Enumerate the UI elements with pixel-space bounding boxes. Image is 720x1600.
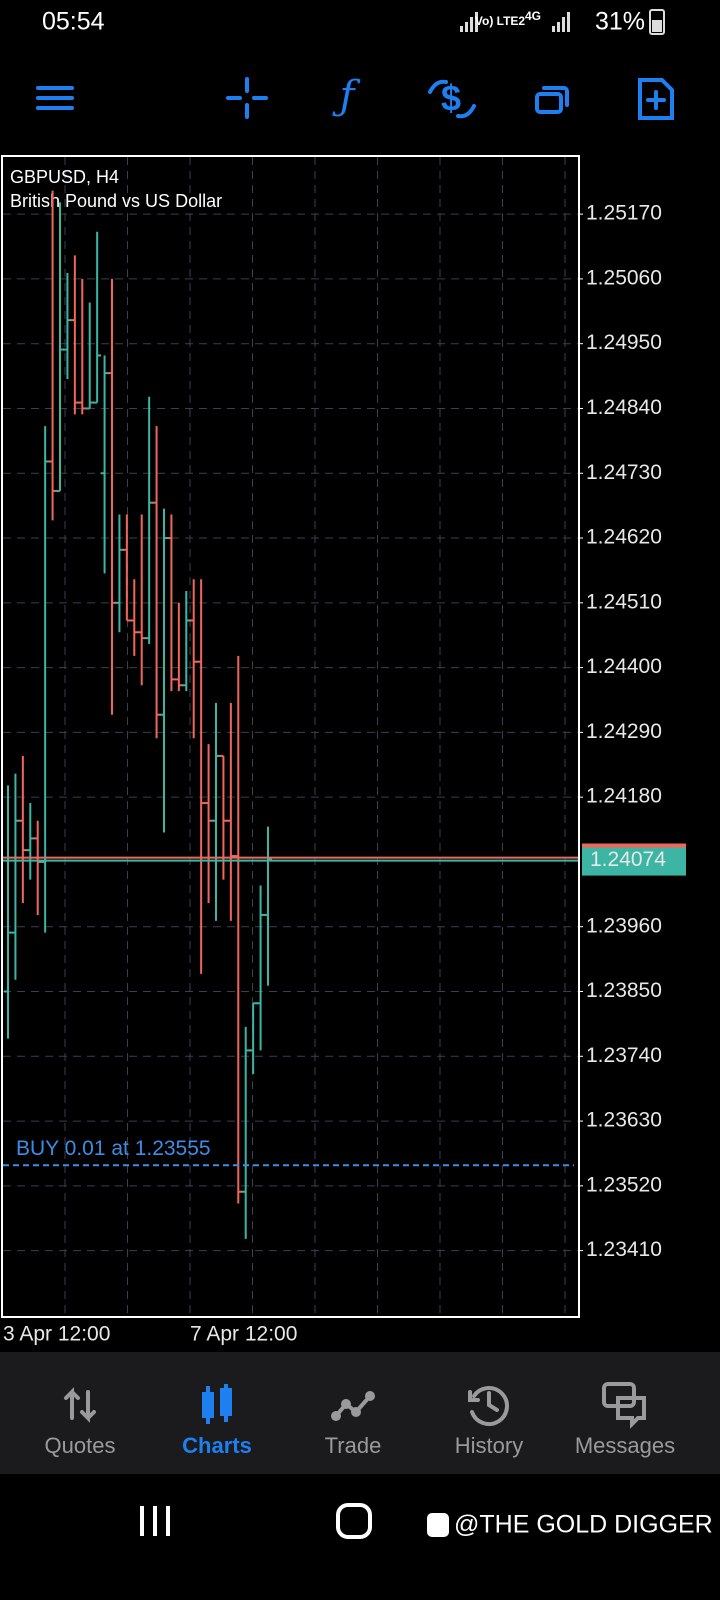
x-tick-label: 7 Apr 12:00 [190,1323,297,1346]
y-tick-label: 1.24400 [586,655,662,678]
charts-icon [202,1384,232,1424]
watermark: @THE GOLD DIGGER [454,1511,713,1539]
windows-button[interactable] [535,86,569,114]
y-tick-label: 1.24180 [586,785,662,808]
trade-icon [331,1391,375,1421]
nav-label[interactable]: Messages [575,1433,675,1458]
y-tick-label: 1.23520 [586,1173,662,1196]
facebook-icon [427,1513,449,1537]
y-tick-label: 1.24290 [586,720,662,743]
battery-level: 31% [595,8,645,36]
y-tick-label: 1.24620 [586,526,662,549]
battery-icon [649,9,665,35]
y-tick-label: 1.23850 [586,979,662,1002]
chart-title: GBPUSD, H4 [10,167,119,187]
svg-text:$: $ [441,78,461,119]
chart-frame [1,155,580,1318]
order-label: BUY 0.01 at 1.23555 [16,1137,211,1160]
current-price-label: 1.24074 [590,848,666,871]
menu-button[interactable] [36,86,74,110]
price-label-bg [582,843,686,876]
chart-subtitle: British Pound vs US Dollar [10,191,222,211]
signal [460,12,570,32]
price-label-top [582,843,686,848]
y-tick-label: 1.25170 [586,202,662,225]
history-icon [468,1386,509,1426]
messages-icon [602,1382,646,1429]
indicators-button[interactable]: ƒ [332,73,361,119]
quotes-icon [64,1387,96,1423]
network: Vo) LTE2 [475,14,526,28]
crosshair-button[interactable] [226,77,268,119]
y-tick-label: 1.24510 [586,590,662,613]
clock: 05:54 [42,8,105,36]
y-tick-label: 1.23410 [586,1238,662,1261]
nav-label[interactable]: Quotes [45,1433,116,1458]
y-tick-label: 1.25060 [586,266,662,289]
x-tick-label: 3 Apr 12:00 [3,1323,110,1346]
new-order-button[interactable] [638,78,674,120]
y-tick-label: 1.23960 [586,914,662,937]
y-tick-label: 1.24840 [586,396,662,419]
y-tick-label: 1.24950 [586,331,662,354]
signal-type: 4G [525,9,541,23]
nav-label[interactable]: History [455,1433,523,1458]
battery-fill [652,20,662,32]
y-tick-label: 1.23630 [586,1109,662,1132]
system-nav [140,1503,372,1539]
y-tick-label: 1.24730 [586,461,662,484]
trade-button[interactable]: $ [428,78,476,119]
y-tick-label: 1.23740 [586,1044,662,1067]
vertical-grid [64,157,566,1316]
nav-label[interactable]: Trade [325,1433,382,1458]
nav-label[interactable]: Charts [182,1433,252,1458]
